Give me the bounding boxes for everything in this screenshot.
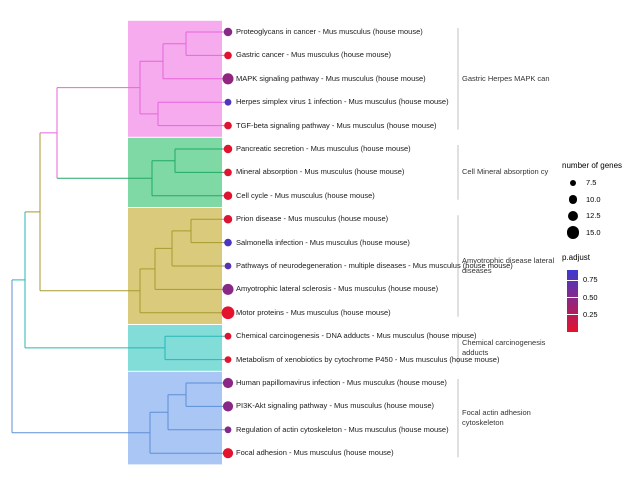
pathway-label: Amyotrophic lateral sclerosis - Mus musc… [236,284,439,294]
pathway-label: Proteoglycans in cancer - Mus musculus (… [236,27,423,36]
pathway-dot [223,214,233,224]
pathway-label: Human papillomavirus infection - Mus mus… [236,378,447,387]
pathway-label: Metabolism of xenobiotics by cytochrome … [236,354,500,364]
gradient-tick-mark [567,314,578,316]
cluster-tag: Focal actin adhesion cytoskeleton [462,408,531,428]
size-legend-value: 10.0 [586,194,601,204]
padjust-gradient-bar [567,270,578,332]
pathway-dot [223,144,233,154]
gradient-tick-value: 0.50 [583,292,598,302]
gradient-tick-mark [567,279,578,281]
pathway-dot [221,306,235,320]
pathway-label: PI3K-Akt signaling pathway - Mus musculu… [236,401,435,411]
size-legend-value: 7.5 [586,178,597,187]
cluster-tag: Amyotrophic disease lateral diseases [462,256,555,275]
pathway-label: Salmonella infection - Mus musculus (hou… [236,237,410,247]
pathway-dot [222,283,234,295]
pathway-label: MAPK signaling pathway - Mus musculus (h… [236,73,426,83]
size-legend-value: 15.0 [586,227,601,237]
pathway-dot [223,27,233,37]
pathway-dot [224,51,232,60]
pathway-label: Cell cycle - Mus musculus (house mouse) [236,190,375,200]
pathway-label: Mineral absorption - Mus musculus (house… [236,167,405,177]
size-legend-title: number of genes [562,161,623,170]
pathway-dot [224,426,232,434]
size-legend-dot [569,179,577,187]
gradient-tick-value: 0.75 [583,275,598,285]
gradient-tick-value: 0.25 [583,309,598,319]
pathway-dot [223,191,233,201]
pathway-label: Regulation of actin cytoskeleton - Mus m… [236,424,449,434]
pathway-label: Chemical carcinogenesis - DNA adducts - … [236,331,477,341]
color-legend-title: p.adjust [562,253,591,262]
pathway-dot [224,356,232,363]
pathway-dot [222,73,234,85]
size-legend-dot [567,210,579,222]
pathway-label: Motor proteins - Mus musculus (house mou… [236,307,391,317]
pathway-dot [224,121,232,130]
cluster-tag: Chemical carcinogenesis adducts [462,337,546,357]
pathway-dot [224,238,232,247]
pathway-dot [224,98,232,106]
pathway-dot [224,262,232,270]
pathway-label: Pathways of neurodegeneration - multiple… [236,261,513,270]
cluster-rect [128,371,222,465]
size-legend-value: 12.5 [586,211,601,220]
pathway-dot [222,377,234,389]
pathway-dot [222,448,234,459]
pathway-label: TGF-beta signaling pathway - Mus musculu… [236,120,437,130]
pathway-label: Focal adhesion - Mus musculus (house mou… [236,448,394,458]
pathway-dot [224,332,232,340]
cluster-tag: Gastric Herpes MAPK can [462,73,550,83]
cluster-tag: Cell Mineral absorption cy [462,167,549,177]
gradient-tick-mark [567,297,578,299]
size-legend-dot [566,226,580,239]
size-legend-dot [568,195,578,204]
pathway-label: Gastric cancer - Mus musculus (house mou… [236,50,392,60]
pathway-label: Pancreatic secretion - Mus musculus (hou… [236,144,411,153]
pathway-dot [222,401,234,412]
pathway-label: Herpes simplex virus 1 infection - Mus m… [236,97,449,107]
pathway-label: Prion disease - Mus musculus (house mous… [236,214,389,224]
pathway-dot [224,168,232,177]
